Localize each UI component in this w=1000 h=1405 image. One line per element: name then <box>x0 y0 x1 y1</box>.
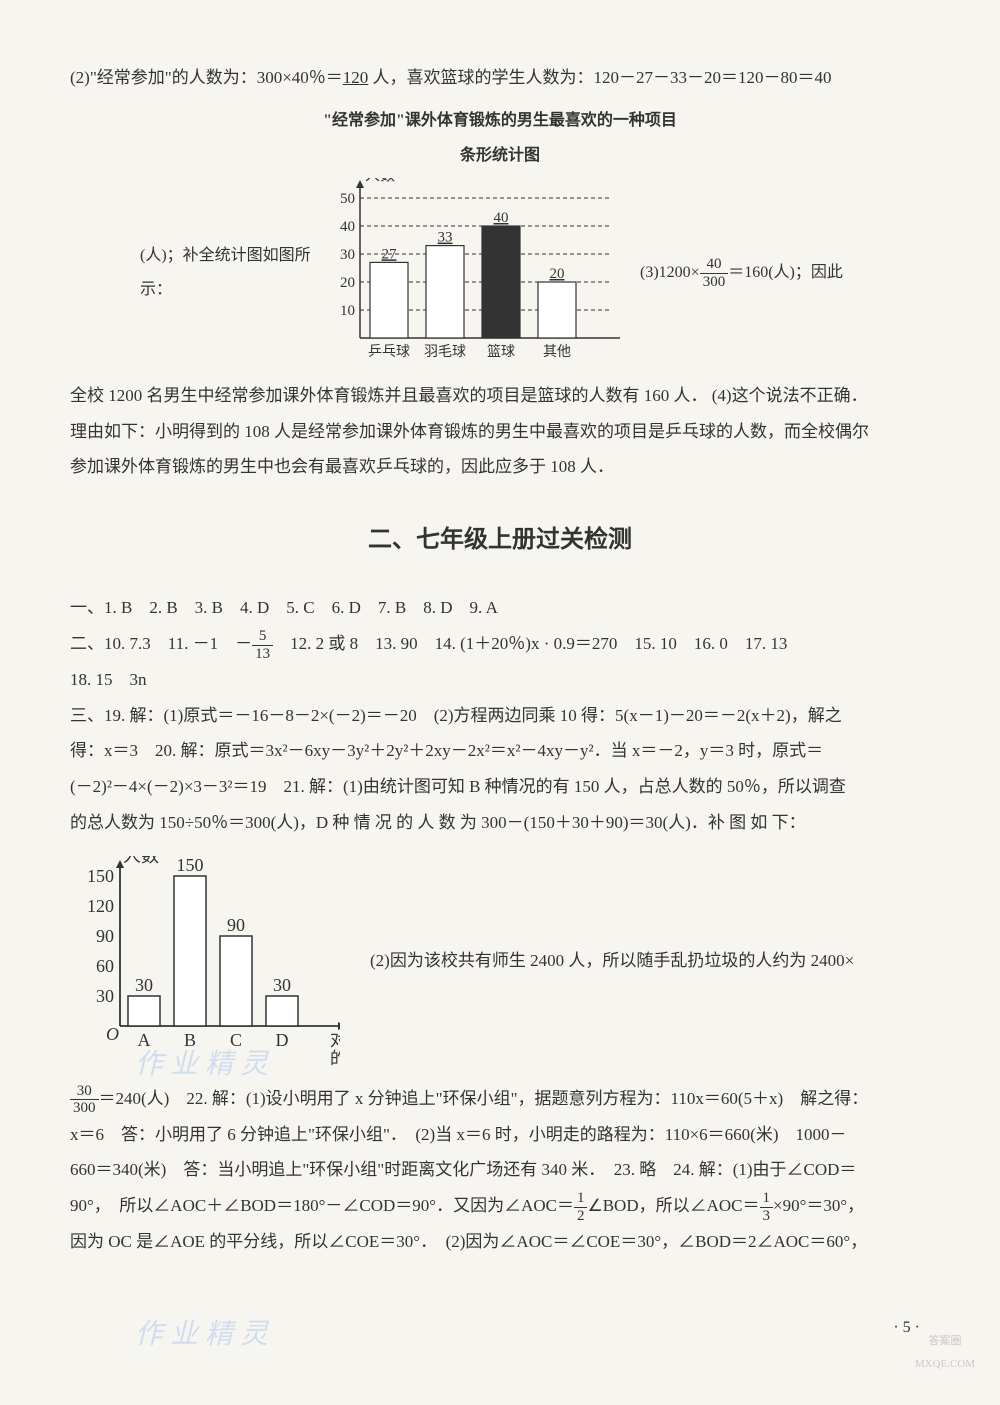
frac-den: 300 <box>700 274 729 291</box>
fraction-icon: 12 <box>574 1190 588 1224</box>
bar-chart-garbage: 人数 30 60 90 120 150 O 30 A 150 B 90 C 30 D 对垃圾的处理 <box>70 856 340 1066</box>
svg-text:对垃圾: 对垃圾 <box>330 1031 340 1050</box>
svg-text:乒乓球: 乒乓球 <box>368 344 410 360</box>
ans-row5: 得：x＝3 20. 解：原式＝3x²－6xy－3y²＋2y²＋2xy－2x²＝x… <box>70 733 930 769</box>
frac-num: 30 <box>70 1083 99 1101</box>
corner-watermark: 答案圈 MXQE.COM <box>905 1330 985 1390</box>
fraction-icon: 513 <box>252 628 273 662</box>
ans-row6: (－2)²－4×(－2)×3－3²＝19 21. 解：(1)由统计图可知 B 种… <box>70 769 930 805</box>
fraction-icon: 40300 <box>700 256 729 290</box>
svg-text:50: 50 <box>340 191 355 207</box>
svg-text:人数: 人数 <box>123 856 159 866</box>
bottom-l4: 90°， 所以∠AOC＋∠BOD＝180°－∠COD＝90°．又因为∠AOC＝1… <box>70 1188 930 1224</box>
svg-text:20: 20 <box>550 266 565 282</box>
bl1-text: ＝240(人) 22. 解：(1)设小明用了 x 分钟追上"环保小组"，据题意列… <box>99 1089 869 1108</box>
svg-text:人数: 人数 <box>365 178 395 184</box>
svg-text:C: C <box>230 1030 242 1050</box>
mid-p3: 参加课外体育锻炼的男生中也会有最喜欢乒乓球的，因此应多于 108 人． <box>70 449 930 485</box>
chart1-title-block: "经常参加"课外体育锻炼的男生最喜欢的一种项目 条形统计图 <box>70 104 930 173</box>
svg-text:的处理: 的处理 <box>330 1049 340 1066</box>
svg-text:150: 150 <box>87 866 114 886</box>
q2-underlined: 120 <box>343 68 369 87</box>
svg-text:30: 30 <box>340 247 355 263</box>
svg-text:其他: 其他 <box>543 344 571 360</box>
chart2-right-text: (2)因为该校共有师生 2400 人，所以随手乱扔垃圾的人约为 2400× <box>340 943 930 979</box>
bottom-l3: 660＝340(米) 答：当小明追上"环保小组"时距离文化广场还有 340 米．… <box>70 1152 930 1188</box>
svg-text:33: 33 <box>438 229 453 245</box>
bl4c: ×90°＝30°， <box>773 1196 864 1215</box>
svg-text:60: 60 <box>96 956 114 976</box>
svg-text:10: 10 <box>340 303 355 319</box>
q2-prefix: (2)"经常参加"的人数为：300×40％＝ <box>70 68 343 87</box>
svg-text:D: D <box>276 1030 289 1050</box>
svg-text:羽毛球: 羽毛球 <box>424 344 466 360</box>
c1r-prefix: (3)1200× <box>640 264 700 281</box>
svg-text:27: 27 <box>382 246 398 262</box>
svg-text:A: A <box>138 1030 151 1050</box>
frac-den: 3 <box>760 1208 774 1225</box>
fraction-icon: 30300 <box>70 1083 99 1117</box>
chart1-right-caption: (3)1200×40300＝160(人)；因此 <box>620 256 860 290</box>
svg-text:90: 90 <box>227 915 245 935</box>
frac-den: 300 <box>70 1100 99 1117</box>
svg-text:篮球: 篮球 <box>487 344 515 360</box>
chart1-title-1: "经常参加"课外体育锻炼的男生最喜欢的一种项目 <box>70 104 930 138</box>
mid-p2: 理由如下：小明得到的 108 人是经常参加课外体育锻炼的男生中最喜欢的项目是乒乓… <box>70 414 930 450</box>
answer-q2-text: (2)"经常参加"的人数为：300×40％＝120 人，喜欢篮球的学生人数为：1… <box>70 60 930 96</box>
ans-row3: 18. 15 3n <box>70 662 930 698</box>
chart1-title-2: 条形统计图 <box>70 139 930 173</box>
frac-num: 1 <box>760 1190 774 1208</box>
watermark-2: 作 业 精 灵 <box>135 1306 268 1365</box>
section-heading: 二、七年级上册过关检测 <box>70 515 930 565</box>
frac-num: 5 <box>252 628 273 646</box>
bar-chart-sports: 人数102030405027乒乓球33羽毛球40篮球20其他项目 <box>320 178 620 368</box>
ans-row1: 一、1. B 2. B 3. B 4. D 5. C 6. D 7. B 8. … <box>70 590 930 626</box>
chart1-left-caption: (人)；补全统计图如图所示： <box>140 239 320 306</box>
svg-text:150: 150 <box>177 856 204 875</box>
ans-r2-suffix: 12. 2 或 8 13. 90 14. (1＋20％)x · 0.9＝270 … <box>273 634 787 653</box>
mid-p1: 全校 1200 名男生中经常参加课外体育锻炼并且最喜欢的项目是篮球的人数有 16… <box>70 378 930 414</box>
c1r-suffix: ＝160(人)；因此 <box>728 264 843 281</box>
q2-suffix: 人，喜欢篮球的学生人数为：120－27－33－20＝120－80＝40 <box>368 68 831 87</box>
frac-den: 2 <box>574 1208 588 1225</box>
bl4b: ∠BOD，所以∠AOC＝ <box>587 1196 759 1215</box>
svg-text:20: 20 <box>340 275 355 291</box>
chart2-section: 人数 30 60 90 120 150 O 30 A 150 B 90 C 30 D 对垃圾的处理 (2)因为… <box>70 856 930 1066</box>
svg-text:30: 30 <box>135 975 153 995</box>
svg-text:40: 40 <box>494 210 509 226</box>
chart1-section: (人)；补全统计图如图所示： 人数 10 20 30 40 50 27 乒乓球 33 羽毛球 40 篮… <box>70 178 930 368</box>
svg-text:30: 30 <box>96 986 114 1006</box>
svg-text:30: 30 <box>273 975 291 995</box>
ans-row2: 二、10. 7.3 11. －1 －513 12. 2 或 8 13. 90 1… <box>70 626 930 662</box>
bottom-l1: 30300＝240(人) 22. 解：(1)设小明用了 x 分钟追上"环保小组"… <box>70 1081 930 1117</box>
bl4a: 90°， 所以∠AOC＋∠BOD＝180°－∠COD＝90°．又因为∠AOC＝ <box>70 1196 574 1215</box>
ans-row4: 三、19. 解：(1)原式＝－16－8－2×(－2)＝－20 (2)方程两边同乘… <box>70 698 930 734</box>
svg-text:120: 120 <box>87 896 114 916</box>
ans-r2-prefix: 二、10. 7.3 11. －1 － <box>70 634 252 653</box>
fraction-icon: 13 <box>760 1190 774 1224</box>
svg-text:B: B <box>184 1030 196 1050</box>
frac-num: 1 <box>574 1190 588 1208</box>
frac-num: 40 <box>700 256 729 274</box>
ans-row7: 的总人数为 150÷50％＝300(人)，D 种 情 况 的 人 数 为 300… <box>70 805 930 841</box>
svg-text:O: O <box>106 1024 119 1044</box>
svg-text:90: 90 <box>96 926 114 946</box>
bottom-l5: 因为 OC 是∠AOE 的平分线，所以∠COE＝30°． (2)因为∠AOC＝∠… <box>70 1224 930 1260</box>
frac-den: 13 <box>252 646 273 663</box>
bottom-l2: x＝6 答：小明用了 6 分钟追上"环保小组"． (2)当 x＝6 时，小明走的… <box>70 1117 930 1153</box>
svg-text:40: 40 <box>340 219 355 235</box>
